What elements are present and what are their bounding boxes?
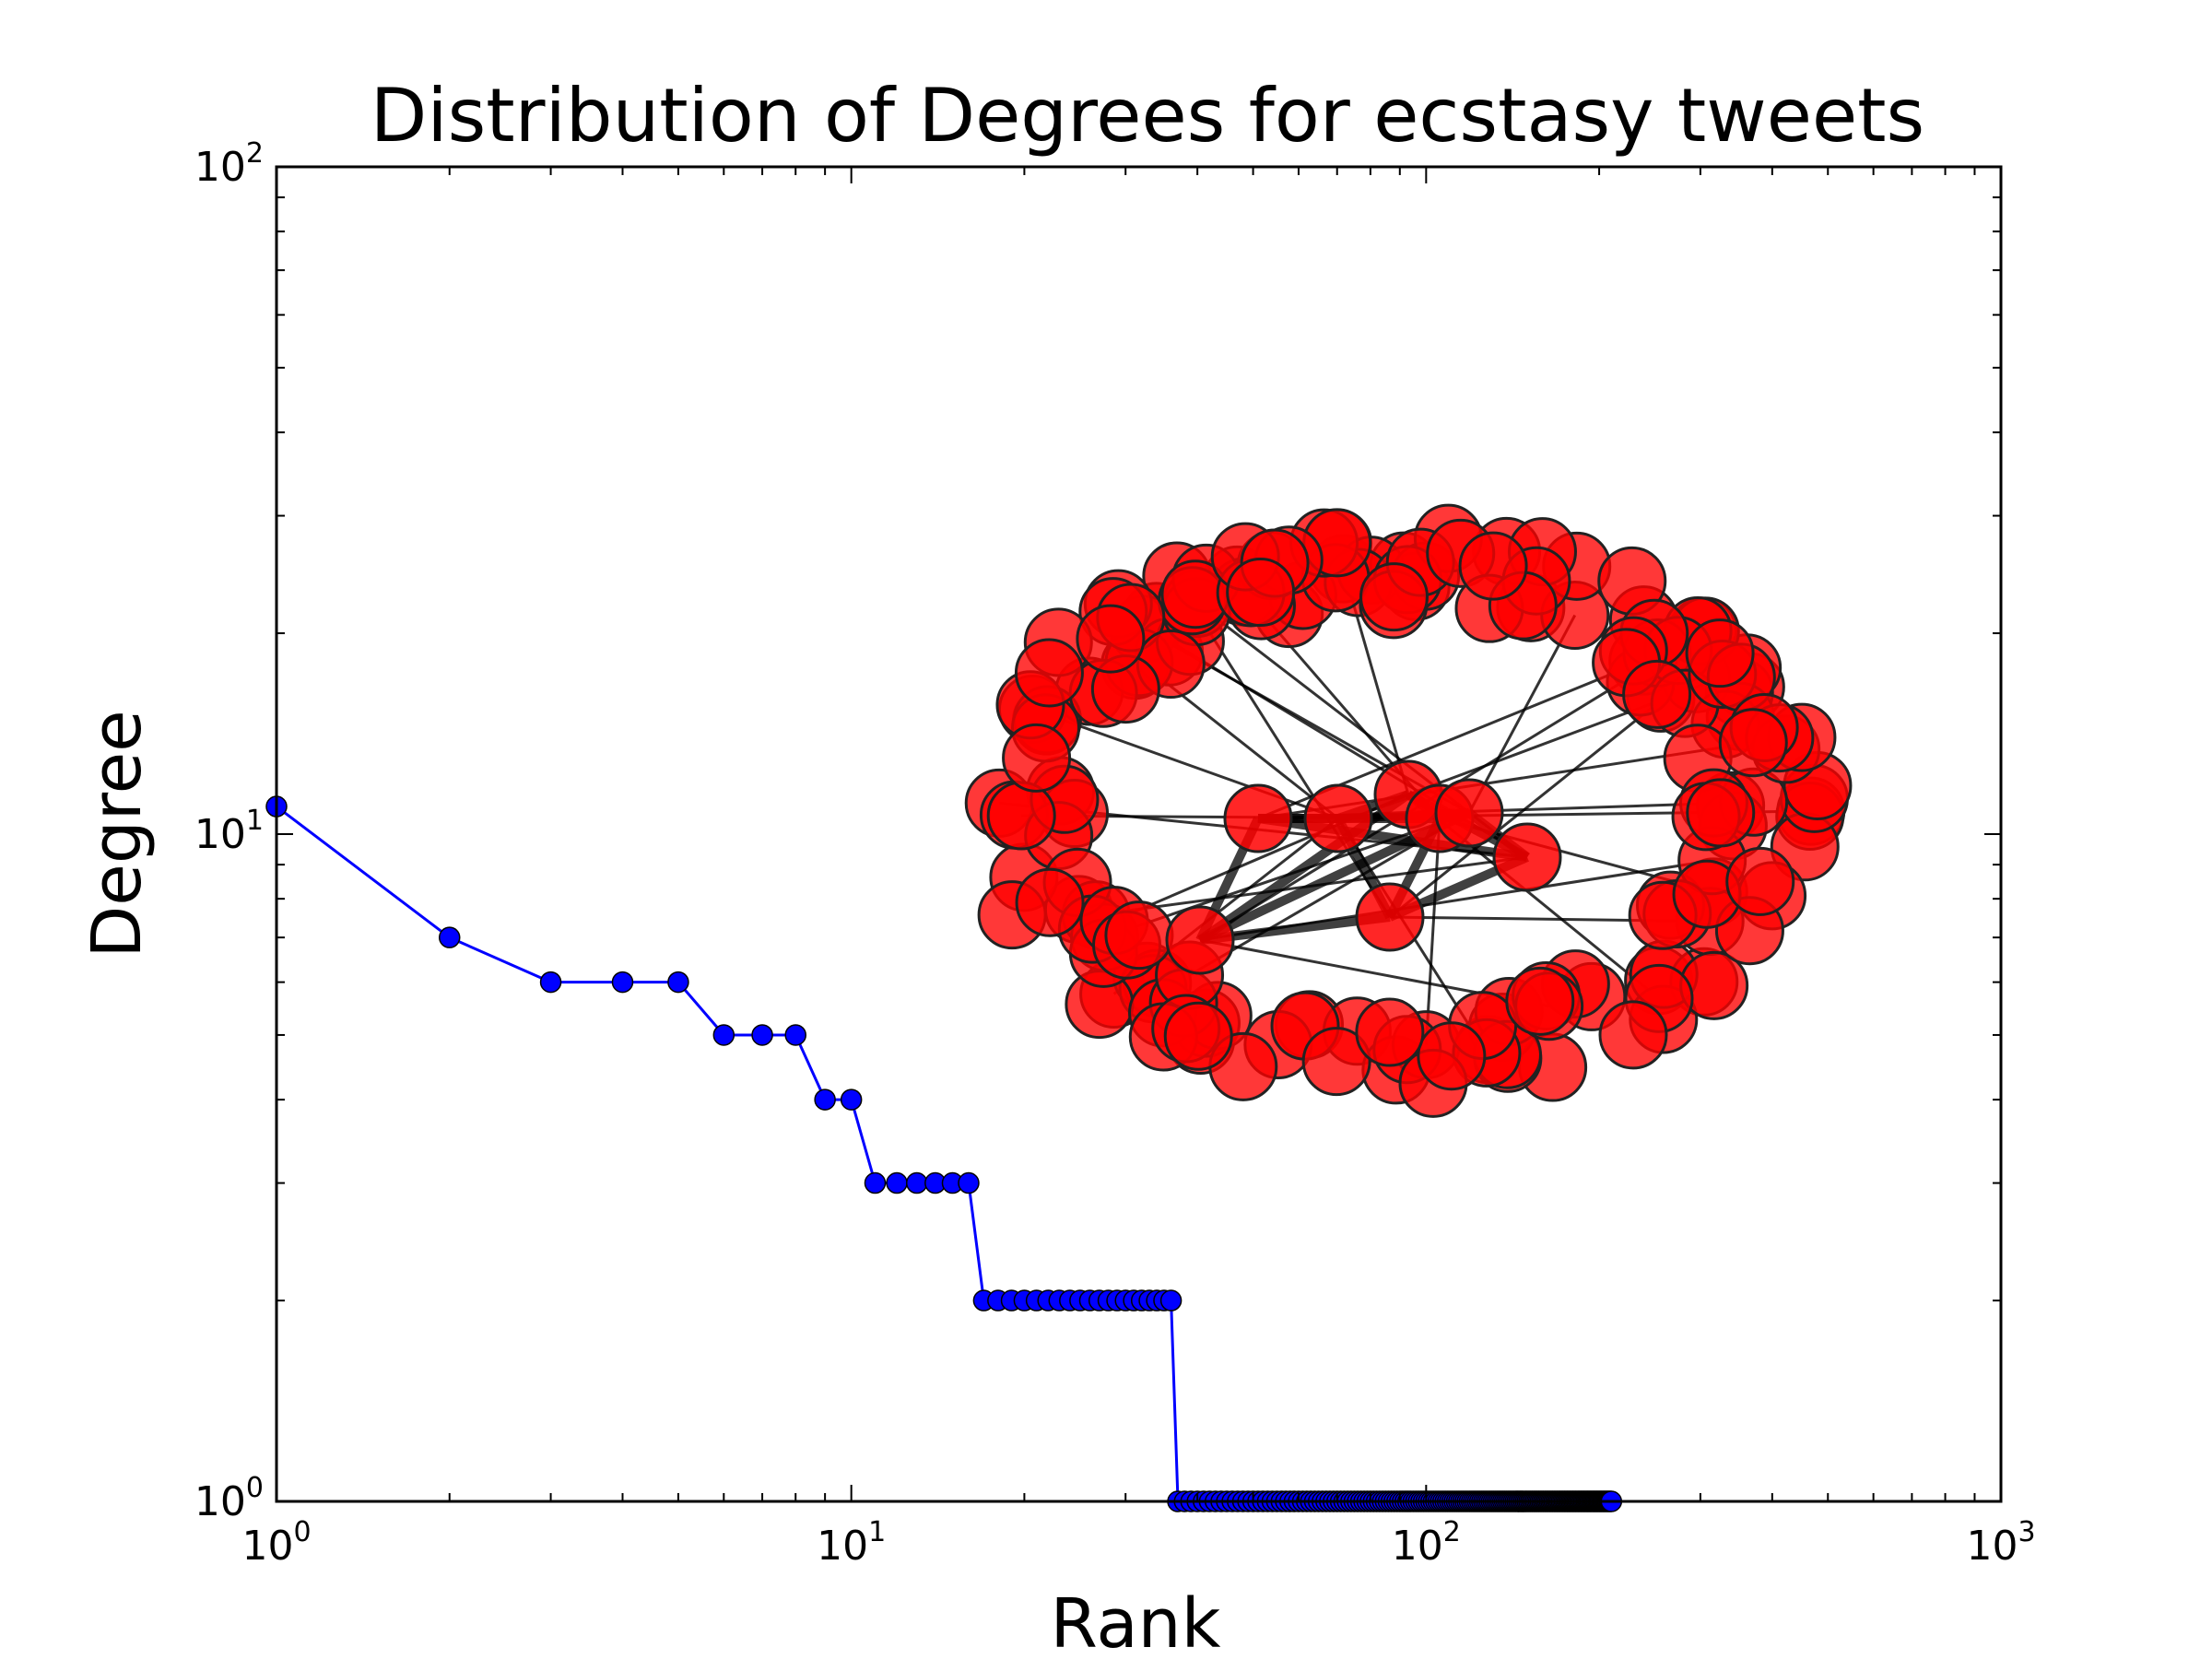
data-point	[814, 1088, 836, 1111]
network-node	[1725, 846, 1795, 916]
network-inset	[964, 503, 1853, 1118]
network-node	[1226, 558, 1296, 628]
data-point	[611, 971, 634, 994]
data-point	[784, 1024, 806, 1046]
y-tick-exponent: 1	[246, 805, 264, 837]
network-node	[1458, 531, 1528, 601]
x-tick-label: 102	[1392, 1516, 1461, 1570]
y-tick-base: 10	[194, 1478, 246, 1525]
x-tick-exponent: 0	[293, 1516, 311, 1548]
y-tick-label: 102	[194, 137, 264, 191]
network-node	[1622, 659, 1692, 729]
data-point	[840, 1088, 863, 1111]
data-point	[958, 1171, 980, 1194]
data-point	[539, 971, 562, 994]
y-tick-exponent: 0	[246, 1472, 264, 1504]
x-tick-exponent: 1	[868, 1516, 886, 1548]
y-tick-exponent: 2	[246, 137, 264, 170]
network-hub-node	[1492, 822, 1562, 892]
network-edge	[1424, 818, 1441, 1045]
network-node	[1417, 1021, 1487, 1091]
network-node	[1355, 997, 1425, 1067]
network-hub-node	[1165, 905, 1235, 975]
network-edge	[1467, 614, 1577, 814]
network-node	[986, 781, 1056, 851]
y-tick-base: 10	[194, 811, 246, 858]
plot-area	[265, 165, 2003, 1512]
y-tick-label: 100	[194, 1472, 264, 1525]
x-tick-base: 10	[1392, 1523, 1443, 1570]
chart-title: Distribution of Degrees for ecstasy twee…	[371, 73, 1924, 159]
network-node	[1359, 562, 1430, 632]
data-point	[751, 1024, 773, 1046]
network-node	[1076, 604, 1146, 674]
network-node	[1686, 778, 1756, 848]
y-tick-base: 10	[194, 144, 246, 191]
x-tick-base: 10	[241, 1523, 293, 1570]
x-tick-base: 10	[817, 1523, 868, 1570]
data-point	[712, 1024, 735, 1046]
x-axis-label: Rank	[1051, 1584, 1221, 1659]
network-hub-node	[1223, 783, 1293, 853]
network-node	[1002, 723, 1072, 793]
network-node	[1718, 708, 1788, 778]
network-node	[1685, 618, 1755, 688]
x-tick-label: 101	[817, 1516, 886, 1570]
data-point	[886, 1171, 908, 1194]
network-node	[1104, 900, 1174, 971]
x-tick-label: 100	[241, 1516, 311, 1570]
network-hub-node	[1434, 778, 1504, 848]
network-node	[1598, 1000, 1668, 1070]
x-tick-base: 10	[1966, 1523, 2018, 1570]
data-point	[864, 1171, 887, 1194]
data-point	[667, 971, 689, 994]
network-hub-node	[1355, 882, 1425, 952]
network-node	[1505, 966, 1575, 1036]
data-point	[1159, 1289, 1182, 1312]
data-point	[438, 926, 461, 948]
data-point	[905, 1171, 928, 1194]
network-edge-heavy	[1257, 814, 1528, 862]
network-edge-heavy	[1197, 790, 1411, 945]
y-tick-label: 101	[194, 805, 264, 858]
network-hub-node	[1303, 783, 1373, 853]
y-axis-label: Degree	[77, 710, 157, 958]
x-tick-exponent: 2	[1443, 1516, 1461, 1548]
x-tick-label: 103	[1966, 1516, 2035, 1570]
x-tick-labels: 100 101 102 103	[241, 1516, 2035, 1570]
network-node	[1163, 1001, 1233, 1071]
axis-ticks	[276, 166, 2002, 1502]
x-tick-exponent: 3	[2018, 1516, 2035, 1548]
network-node	[1015, 867, 1085, 937]
network-node	[1301, 1027, 1371, 1097]
network-node	[1014, 638, 1084, 708]
